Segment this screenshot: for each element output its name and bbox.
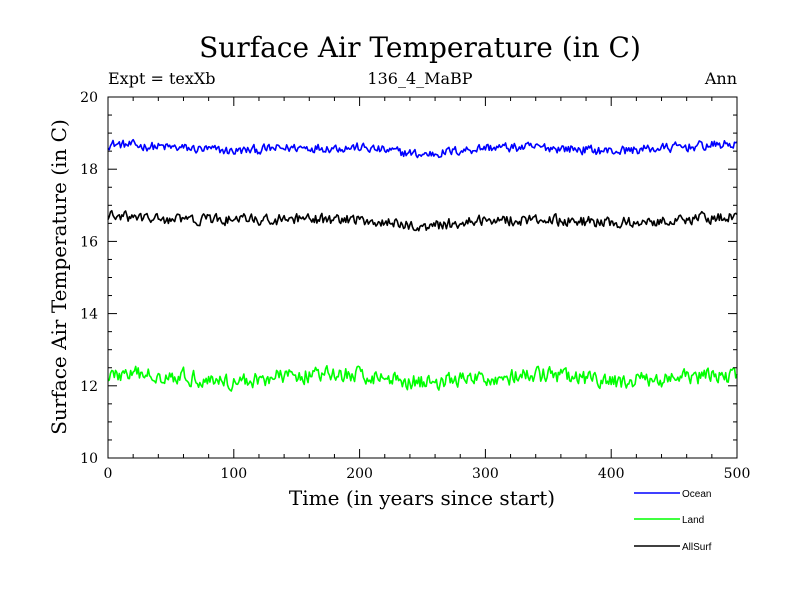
x-tick-label: 500 bbox=[724, 466, 751, 482]
legend: Ocean Land AllSurf bbox=[634, 489, 712, 553]
x-tick-label: 0 bbox=[104, 466, 113, 482]
y-tick-label: 16 bbox=[80, 234, 98, 250]
y-tick-label: 20 bbox=[80, 90, 98, 106]
y-tick-label: 18 bbox=[80, 162, 98, 178]
chart-title: Surface Air Temperature (in C) bbox=[199, 31, 641, 64]
series-line-ocean bbox=[107, 138, 738, 159]
subtitle-left: Expt = texXb bbox=[108, 69, 216, 88]
x-tick-label: 300 bbox=[472, 466, 499, 482]
series-line-land bbox=[107, 364, 738, 392]
x-axis-label: Time (in years since start) bbox=[289, 486, 555, 510]
ticks-layer: 0 100 200 300 400 500 10 12 14 16 18 20 bbox=[80, 90, 750, 482]
legend-label-land: Land bbox=[682, 515, 704, 526]
legend-label-allsurf: AllSurf bbox=[682, 542, 712, 553]
x-tick-label: 100 bbox=[220, 466, 247, 482]
x-tick-label: 400 bbox=[598, 466, 625, 482]
y-tick-label: 14 bbox=[80, 307, 98, 323]
y-tick-label: 12 bbox=[80, 379, 98, 395]
y-axis-label: Surface Air Temperature (in C) bbox=[47, 119, 71, 435]
subtitle-right: Ann bbox=[704, 69, 737, 88]
subtitle-center: 136_4_MaBP bbox=[367, 69, 472, 88]
series-layer bbox=[107, 138, 738, 392]
x-tick-label: 200 bbox=[346, 466, 373, 482]
legend-label-ocean: Ocean bbox=[682, 489, 711, 500]
y-tick-label: 10 bbox=[80, 451, 98, 467]
series-line-allsurf bbox=[107, 209, 738, 232]
